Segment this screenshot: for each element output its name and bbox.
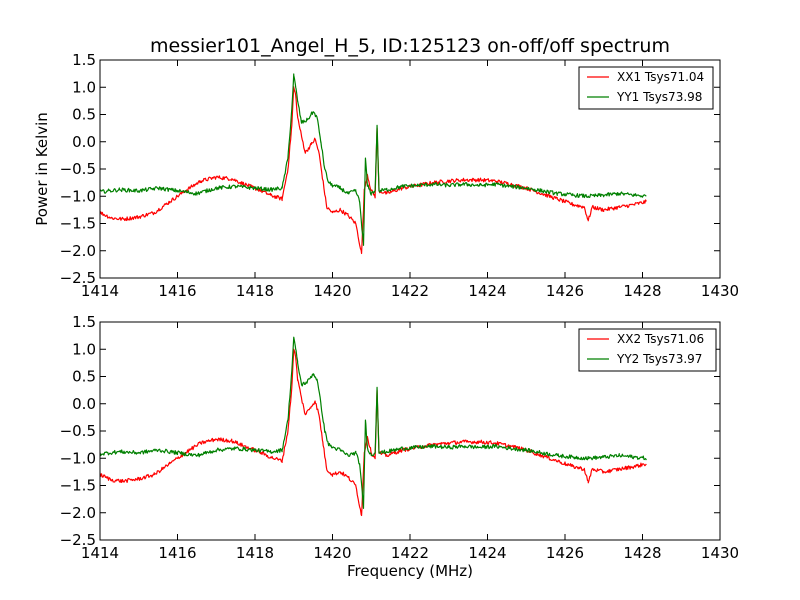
x-tick-label: 1428 [623, 282, 661, 300]
y-tick-label: 0.5 [72, 106, 96, 124]
x-tick-label: 1418 [236, 282, 274, 300]
y-axis-title: Power in Kelvin [33, 112, 51, 226]
x-tick-label: 1420 [313, 282, 351, 300]
series-line-xx1 [100, 86, 647, 255]
y-tick-label: −0.5 [60, 160, 96, 178]
y-tick-label: 1.5 [72, 51, 96, 69]
y-tick-label: −1.5 [60, 215, 96, 233]
top-spectrum-panel: 1414 1416 1418 1420 1422 1424 1426 1428 1430 −2.5… [33, 51, 739, 300]
plot-area [100, 336, 647, 517]
y-tick-label: 1.0 [72, 340, 96, 358]
y-tick-label: −1.0 [60, 449, 96, 467]
y-tick-label: 1.5 [72, 313, 96, 331]
y-tick-label: −1.5 [60, 477, 96, 495]
x-axis-title: Frequency (MHz) [347, 562, 473, 580]
x-tick-label: 1416 [158, 544, 196, 562]
x-tick-label: 1428 [623, 544, 661, 562]
x-tick-label: 1422 [391, 544, 429, 562]
series-line-yy1 [100, 73, 647, 246]
y-tick-label: −2.0 [60, 504, 96, 522]
series-line-xx2 [100, 348, 647, 517]
series-line-yy2 [100, 336, 647, 509]
x-tick-label: 1422 [391, 282, 429, 300]
y-tick-label: −2.5 [60, 531, 96, 549]
y-tick-label: 0.0 [72, 395, 96, 413]
legend-label: XX1 Tsys71.04 [617, 70, 704, 84]
y-tick-label: 1.0 [72, 78, 96, 96]
y-tick-label: −1.0 [60, 187, 96, 205]
legend-label: YY2 Tsys73.97 [616, 352, 702, 366]
legend-label: XX2 Tsys71.06 [617, 332, 704, 346]
legend-box [578, 328, 717, 372]
legend-label: YY1 Tsys73.98 [616, 90, 702, 104]
legend-box [578, 66, 714, 110]
legend: XX2 Tsys71.06 YY2 Tsys73.97 [578, 328, 717, 372]
x-tick-label: 1424 [468, 544, 506, 562]
x-tick-label: 1416 [158, 282, 196, 300]
figure-title: messier101_Angel_H_5, ID:125123 on-off/o… [150, 35, 670, 57]
plot-area [100, 73, 647, 255]
y-tick-label: 0.0 [72, 133, 96, 151]
x-tick-label: 1418 [236, 544, 274, 562]
x-tick-label: 1426 [546, 544, 584, 562]
x-tick-label: 1414 [81, 282, 119, 300]
y-tick-label: −2.0 [60, 242, 96, 260]
y-tick-label: −2.5 [60, 269, 96, 287]
x-tick-label: 1430 [701, 544, 739, 562]
x-tick-label: 1424 [468, 282, 506, 300]
y-tick-label: 0.5 [72, 368, 96, 386]
bottom-spectrum-panel: 1414 1416 1418 1420 1422 1424 1426 1428 1430 −2.5… [60, 313, 740, 580]
x-tick-label: 1414 [81, 544, 119, 562]
x-tick-label: 1420 [313, 544, 351, 562]
legend: XX1 Tsys71.04 YY1 Tsys73.98 [578, 66, 714, 110]
x-tick-label: 1430 [701, 282, 739, 300]
x-tick-label: 1426 [546, 282, 584, 300]
y-tick-label: −0.5 [60, 422, 96, 440]
